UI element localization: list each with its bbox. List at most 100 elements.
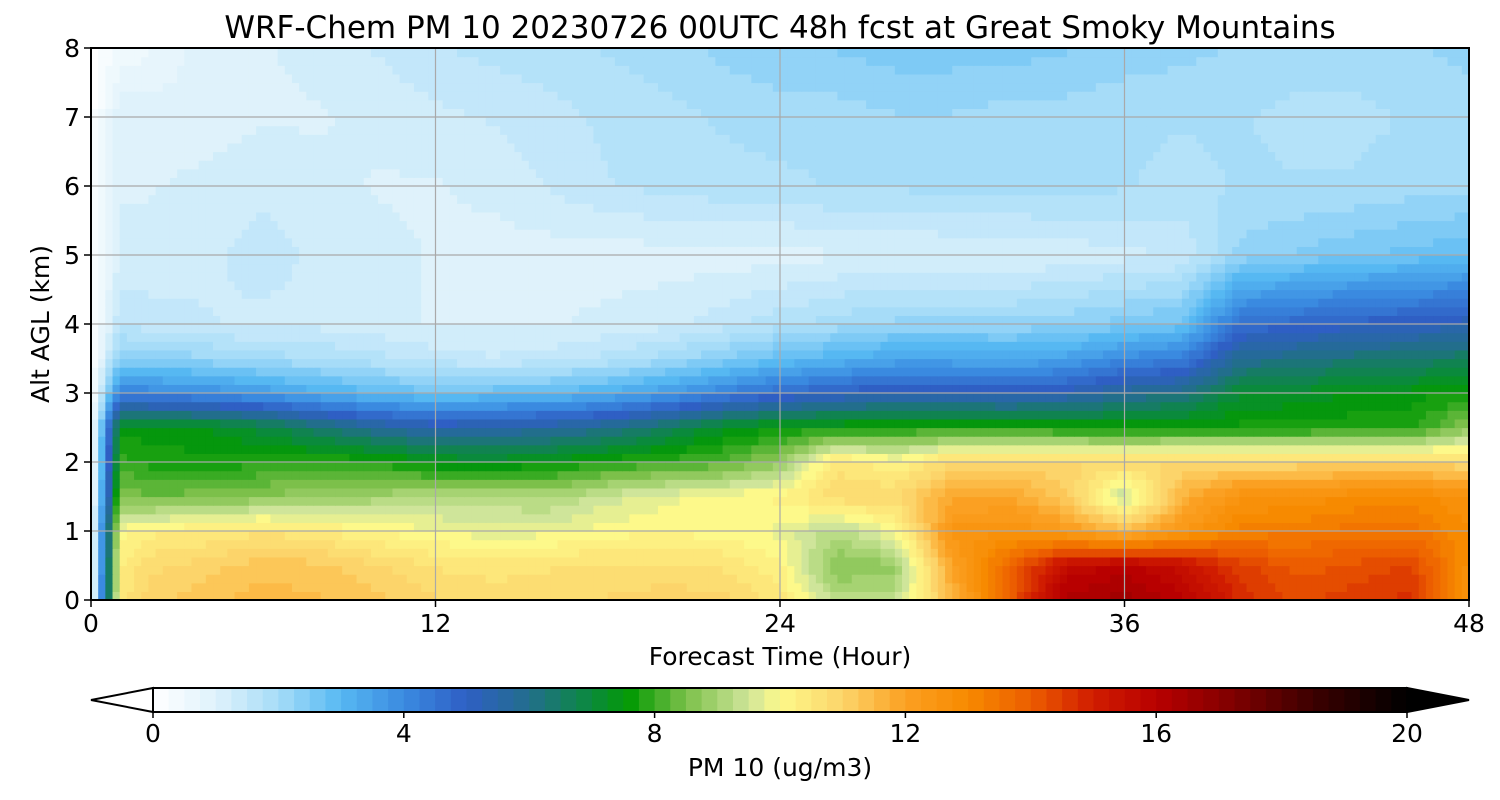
heatmap-cell (801, 479, 810, 489)
heatmap-cell (1210, 591, 1219, 601)
heatmap-cell (248, 513, 257, 523)
heatmap-cell (213, 505, 221, 515)
heatmap-cell (241, 470, 250, 480)
heatmap-cell (241, 531, 250, 541)
heatmap-cell (457, 436, 465, 446)
heatmap-cell (780, 556, 788, 567)
heatmap-cell (471, 436, 480, 446)
heatmap-cell (1146, 444, 1154, 454)
heatmap-cell (679, 436, 688, 446)
heatmap-cell (1024, 531, 1032, 541)
heatmap-cell (320, 565, 329, 575)
heatmap-cell (1189, 444, 1197, 454)
heatmap-cell (887, 513, 896, 523)
heatmap-cell (277, 401, 286, 411)
heatmap-cell (851, 487, 860, 498)
heatmap-cell (457, 410, 465, 420)
heatmap-cell (988, 401, 996, 411)
heatmap-cell (1232, 375, 1240, 385)
heatmap-cell (155, 505, 164, 515)
heatmap-cell (959, 556, 968, 567)
heatmap-cell (177, 384, 185, 394)
heatmap-cell (335, 479, 343, 489)
heatmap-cell (442, 384, 451, 394)
heatmap-cell (1440, 384, 1449, 394)
heatmap-cell (1289, 384, 1298, 394)
heatmap-cell (1296, 479, 1305, 489)
heatmap-cell (794, 522, 803, 532)
heatmap-cell (134, 556, 142, 567)
heatmap-cell (643, 375, 652, 385)
heatmap-cell (808, 531, 817, 541)
heatmap-cell (866, 479, 874, 489)
heatmap-cell (952, 574, 961, 584)
heatmap-cell (1418, 410, 1427, 420)
heatmap-cell (916, 462, 925, 472)
heatmap-cell (320, 462, 329, 472)
heatmap-cell (1361, 496, 1370, 506)
heatmap-cell (550, 505, 559, 515)
heatmap-cell (464, 574, 472, 584)
heatmap-cell (1002, 393, 1011, 403)
heatmap-cell (119, 582, 128, 592)
heatmap-cell (1447, 401, 1456, 411)
heatmap-cell (1361, 539, 1370, 549)
heatmap-cell (543, 418, 551, 429)
heatmap-cell (765, 513, 774, 523)
heatmap-cell (421, 401, 429, 411)
heatmap-cell (557, 539, 566, 549)
heatmap-cell (1210, 418, 1219, 429)
heatmap-cell (1418, 453, 1427, 463)
heatmap-cell (1174, 393, 1183, 403)
heatmap-cell (363, 513, 372, 523)
heatmap-cell (923, 462, 932, 472)
heatmap-cell (442, 522, 451, 532)
heatmap-cell (155, 384, 164, 394)
heatmap-cell (945, 591, 953, 601)
heatmap-cell (521, 565, 530, 575)
heatmap-cell (162, 436, 171, 446)
heatmap-cell (112, 444, 121, 454)
heatmap-cell (1433, 548, 1441, 558)
heatmap-cell (148, 496, 157, 506)
heatmap-cell (1332, 556, 1341, 567)
heatmap-cell (557, 436, 566, 446)
heatmap-cell (1253, 487, 1262, 498)
heatmap-cell (248, 548, 257, 558)
heatmap-cell (256, 591, 264, 601)
heatmap-cell (507, 393, 516, 403)
heatmap-cell (162, 462, 171, 472)
heatmap-cell (894, 496, 903, 506)
heatmap-cell (1390, 505, 1398, 515)
heatmap-cell (320, 522, 329, 532)
heatmap-cell (564, 522, 573, 532)
heatmap-cell (1081, 462, 1090, 472)
heatmap-cell (693, 453, 702, 463)
heatmap-cell (909, 582, 917, 592)
heatmap-cell (421, 505, 429, 515)
heatmap-cell (722, 487, 731, 498)
heatmap-cell (500, 539, 508, 549)
heatmap-cell (1339, 513, 1348, 523)
heatmap-cell (134, 505, 142, 515)
heatmap-cell (1303, 427, 1312, 437)
heatmap-cell (966, 574, 975, 584)
heatmap-cell (1311, 444, 1319, 454)
heatmap-cell (306, 556, 315, 567)
heatmap-cell (263, 539, 272, 549)
heatmap-cell (622, 401, 630, 411)
heatmap-cell (514, 462, 523, 472)
heatmap-cell (693, 505, 702, 515)
heatmap-cell (586, 591, 594, 601)
heatmap-cell (679, 522, 688, 532)
heatmap-cell (600, 418, 609, 429)
heatmap-cell (471, 591, 480, 601)
heatmap-cell (1217, 531, 1226, 541)
heatmap-cell (234, 384, 243, 394)
heatmap-cell (880, 410, 889, 420)
heatmap-cell (1354, 436, 1362, 446)
heatmap-cell (744, 556, 752, 567)
heatmap-cell (988, 410, 996, 420)
heatmap-cell (564, 470, 573, 480)
heatmap-cell (1160, 418, 1169, 429)
